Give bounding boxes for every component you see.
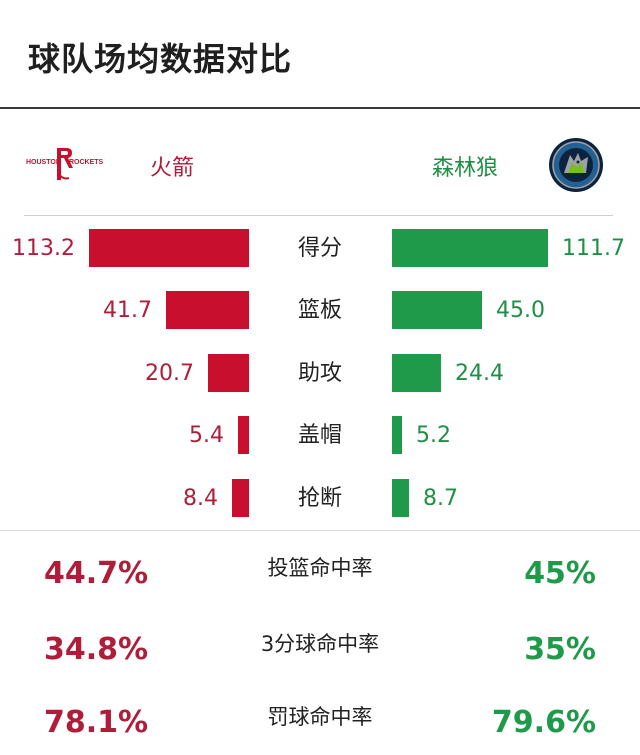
home-stat-bar xyxy=(89,229,249,267)
home-stat-value: 8.4 xyxy=(183,486,218,511)
home-stat-bar xyxy=(232,479,249,517)
home-stat-value: 20.7 xyxy=(145,361,194,386)
stat-label: 篮板 xyxy=(297,298,342,323)
home-percentage: 34.8% xyxy=(44,632,149,667)
stat-label: 助攻 xyxy=(297,361,342,386)
away-stat-bar xyxy=(392,479,409,517)
percentages-divider xyxy=(0,530,640,531)
stat-label: 抢断 xyxy=(297,486,342,511)
rockets-logo-icon: HOUSTON ROCKETS xyxy=(24,144,104,190)
away-percentage: 45% xyxy=(524,556,596,591)
stat-label: 盖帽 xyxy=(297,423,342,448)
page-title: 球队场均数据对比 xyxy=(28,40,293,78)
away-stat-bar xyxy=(392,229,548,267)
home-stat-value: 5.4 xyxy=(189,423,224,448)
away-stat-value: 111.7 xyxy=(562,236,625,261)
timberwolves-logo-icon xyxy=(548,137,604,193)
stat-label: 得分 xyxy=(297,236,342,261)
percentage-label: 3分球命中率 xyxy=(260,632,380,656)
away-percentage: 35% xyxy=(524,632,596,667)
away-percentage: 79.6% xyxy=(491,705,596,740)
section-divider xyxy=(24,215,613,216)
away-stat-value: 24.4 xyxy=(455,361,504,386)
home-stat-bar xyxy=(238,416,249,454)
home-stat-bar xyxy=(166,291,249,329)
svg-text:ROCKETS: ROCKETS xyxy=(69,159,104,166)
away-stat-value: 5.2 xyxy=(416,423,451,448)
svg-text:HOUSTON: HOUSTON xyxy=(26,159,61,166)
home-stat-value: 113.2 xyxy=(12,236,75,261)
away-stat-value: 8.7 xyxy=(423,486,458,511)
home-stat-bar xyxy=(208,354,249,392)
home-stat-value: 41.7 xyxy=(103,298,152,323)
away-stat-bar xyxy=(392,354,441,392)
percentage-label: 投篮命中率 xyxy=(267,556,373,580)
away-stat-bar xyxy=(392,416,402,454)
away-team-name: 森林狼 xyxy=(432,156,499,181)
home-percentage: 78.1% xyxy=(44,705,149,740)
away-stat-bar xyxy=(392,291,482,329)
header-divider xyxy=(0,107,640,109)
percentage-label: 罚球命中率 xyxy=(267,705,373,729)
away-stat-value: 45.0 xyxy=(496,298,545,323)
home-team-name: 火箭 xyxy=(150,156,195,181)
home-percentage: 44.7% xyxy=(44,556,149,591)
